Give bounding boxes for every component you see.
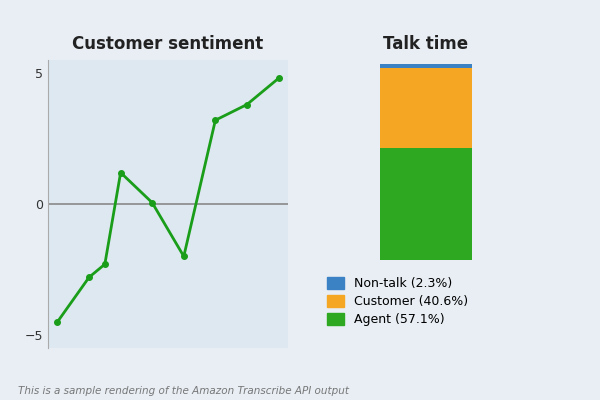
Text: This is a sample rendering of the Amazon Transcribe API output: This is a sample rendering of the Amazon…: [18, 386, 349, 396]
Title: Talk time: Talk time: [383, 35, 469, 53]
Legend: Non-talk (2.3%), Customer (40.6%), Agent (57.1%): Non-talk (2.3%), Customer (40.6%), Agent…: [324, 274, 471, 329]
Bar: [380, 64, 472, 68]
Bar: [380, 68, 472, 148]
Bar: [380, 148, 472, 260]
Title: Customer sentiment: Customer sentiment: [73, 35, 263, 53]
